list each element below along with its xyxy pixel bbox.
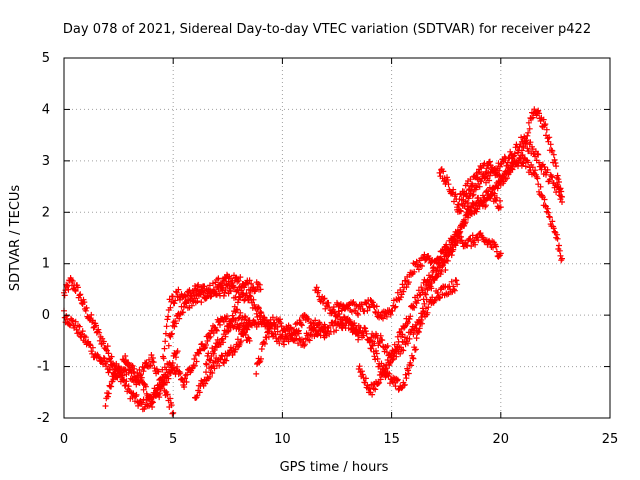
- point-markers: [61, 307, 177, 417]
- point-markers: [102, 348, 181, 409]
- y-axis-label: SDTVAR / TECUs: [8, 185, 23, 292]
- point-markers: [235, 309, 330, 349]
- x-tick-label: 25: [602, 432, 619, 447]
- x-tick-label: 10: [274, 432, 291, 447]
- y-tick-label: -1: [37, 360, 50, 375]
- plot-frame: [63, 57, 611, 419]
- y-tick-label: -2: [37, 411, 50, 426]
- chart-title: Day 078 of 2021, Sidereal Day-to-day VTE…: [63, 22, 591, 37]
- series-track-8: [203, 296, 242, 368]
- series-track-5: [165, 281, 275, 349]
- point-markers: [165, 281, 275, 349]
- point-markers: [192, 317, 253, 401]
- series-track-7: [192, 317, 253, 401]
- series-track-10: [235, 309, 330, 349]
- series-track-2: [61, 307, 177, 417]
- series-track-12: [334, 230, 504, 322]
- x-tick-label: 20: [493, 432, 510, 447]
- series-track-4: [159, 271, 264, 373]
- y-tick-label: 1: [42, 257, 50, 272]
- y-tick-label: 3: [42, 154, 50, 169]
- point-markers: [454, 133, 565, 215]
- y-tick-label: 4: [42, 102, 50, 117]
- y-tick-label: 2: [42, 205, 50, 220]
- data-points: [61, 106, 565, 417]
- x-tick-label: 0: [60, 432, 68, 447]
- x-tick-label: 5: [169, 432, 177, 447]
- series-track-16: [454, 133, 565, 215]
- y-tick-label: 0: [42, 308, 50, 323]
- x-tick-label: 15: [383, 432, 400, 447]
- point-markers: [203, 296, 242, 368]
- y-tick-label: 5: [42, 51, 50, 66]
- series-track-3: [102, 348, 181, 409]
- point-markers: [334, 230, 504, 322]
- axis-ticks: 0 5 10 15 20 25 -2 -1 0 1 2 3 4 5: [37, 51, 618, 447]
- x-axis-label: GPS time / hours: [280, 460, 389, 475]
- point-markers: [159, 271, 264, 373]
